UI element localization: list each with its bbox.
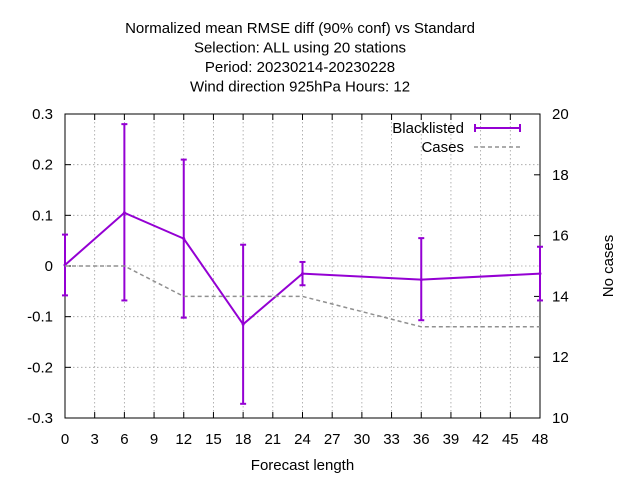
y-tick-label: 0 (45, 258, 53, 275)
y-tick-label: 0.3 (32, 106, 53, 123)
x-tick-label: 9 (150, 431, 158, 448)
y2-tick-label: 16 (552, 228, 569, 245)
x-tick-label: 0 (61, 431, 69, 448)
chart-title-line: Selection: ALL using 20 stations (194, 40, 406, 57)
x-tick-label: 39 (443, 431, 460, 448)
series-layer (62, 123, 543, 405)
legend-label: Blacklisted (392, 120, 464, 137)
x-tick-label: 12 (175, 431, 192, 448)
x-axis: 0 3 6 9 12 15 18 21 24 27 30 33 36 39 42 45 48 (61, 114, 549, 448)
y2-tick-label: 20 (552, 106, 569, 123)
y2-axis: 10 12 14 16 18 20 (534, 106, 569, 427)
x-tick-label: 42 (472, 431, 489, 448)
y-tick-label: 0.2 (32, 157, 53, 174)
data-point (301, 272, 304, 276)
x-tick-label: 33 (383, 431, 400, 448)
x-tick-label: 6 (120, 431, 128, 448)
data-point (241, 322, 245, 326)
y2-tick-label: 10 (552, 410, 569, 427)
chart-title-line: Normalized mean RMSE diff (90% conf) vs … (125, 20, 475, 37)
y-tick-label: 0.1 (32, 207, 53, 224)
data-point (182, 237, 186, 241)
data-point (122, 211, 126, 215)
x-tick-label: 27 (324, 431, 341, 448)
data-point (538, 272, 542, 276)
y-tick-label: -0.1 (27, 309, 53, 326)
x-tick-label: 45 (502, 431, 519, 448)
legend: Blacklisted Cases (392, 120, 521, 156)
x-tick-label: 24 (294, 431, 311, 448)
x-tick-label: 36 (413, 431, 430, 448)
legend-label: Cases (421, 139, 464, 156)
x-axis-label: Forecast length (251, 457, 354, 474)
chart-title: Normalized mean RMSE diff (90% conf) vs … (125, 20, 475, 96)
y-tick-label: -0.3 (27, 410, 53, 427)
y-tick-label: -0.2 (27, 359, 53, 376)
data-point (419, 278, 423, 282)
x-tick-label: 3 (91, 431, 99, 448)
chart-title-line: Wind direction 925hPa Hours: 12 (190, 79, 410, 96)
y2-tick-label: 18 (552, 167, 569, 184)
series-line-cases (65, 265, 540, 328)
x-tick-label: 15 (205, 431, 222, 448)
x-tick-label: 18 (235, 431, 252, 448)
y-axis: -0.3 -0.2 -0.1 0 0.1 0.2 0.3 (27, 106, 71, 427)
x-tick-label: 48 (532, 431, 549, 448)
x-tick-label: 21 (264, 431, 281, 448)
y2-tick-label: 12 (552, 349, 569, 366)
chart-title-line: Period: 20230214-20230228 (205, 59, 395, 76)
y2-axis-label: No cases (600, 235, 617, 298)
x-tick-label: 30 (354, 431, 371, 448)
y2-tick-label: 14 (552, 288, 569, 305)
